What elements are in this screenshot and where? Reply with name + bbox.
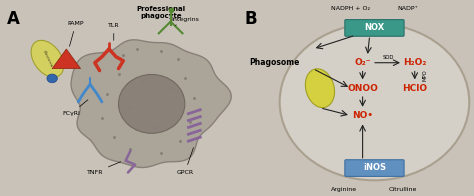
Polygon shape xyxy=(52,49,81,69)
Text: Citrulline: Citrulline xyxy=(389,187,417,192)
Text: H₂O₂: H₂O₂ xyxy=(403,58,427,67)
Text: O₂⁻: O₂⁻ xyxy=(355,58,371,67)
Text: Professional
phagocyte: Professional phagocyte xyxy=(137,6,186,19)
Ellipse shape xyxy=(118,74,185,133)
Text: ONOO: ONOO xyxy=(347,84,378,93)
Text: GPCR: GPCR xyxy=(176,148,193,175)
Ellipse shape xyxy=(31,40,64,77)
Text: MPO: MPO xyxy=(423,70,428,81)
Text: NOX: NOX xyxy=(365,23,384,32)
Circle shape xyxy=(280,24,469,180)
PathPatch shape xyxy=(71,40,231,168)
Text: NADPH + O₂: NADPH + O₂ xyxy=(331,6,370,11)
Text: Arginine: Arginine xyxy=(330,187,357,192)
Text: PAMP: PAMP xyxy=(68,21,84,46)
Text: iNOS: iNOS xyxy=(363,163,386,172)
Ellipse shape xyxy=(305,69,335,108)
Text: TNFR: TNFR xyxy=(87,162,121,175)
Text: TLR: TLR xyxy=(108,23,119,40)
Text: HClO: HClO xyxy=(402,84,428,93)
FancyBboxPatch shape xyxy=(345,160,404,176)
Text: Integrins: Integrins xyxy=(171,17,199,25)
Text: Bacteria: Bacteria xyxy=(42,50,53,68)
Text: NADP⁺: NADP⁺ xyxy=(397,6,418,11)
Text: FCγRI: FCγRI xyxy=(62,100,88,116)
Text: A: A xyxy=(7,10,20,28)
Text: SOD: SOD xyxy=(383,55,394,60)
FancyBboxPatch shape xyxy=(345,20,404,36)
Text: NO•: NO• xyxy=(352,111,373,120)
Circle shape xyxy=(47,74,57,83)
Text: Phagosome: Phagosome xyxy=(249,58,299,67)
Text: B: B xyxy=(244,10,257,28)
